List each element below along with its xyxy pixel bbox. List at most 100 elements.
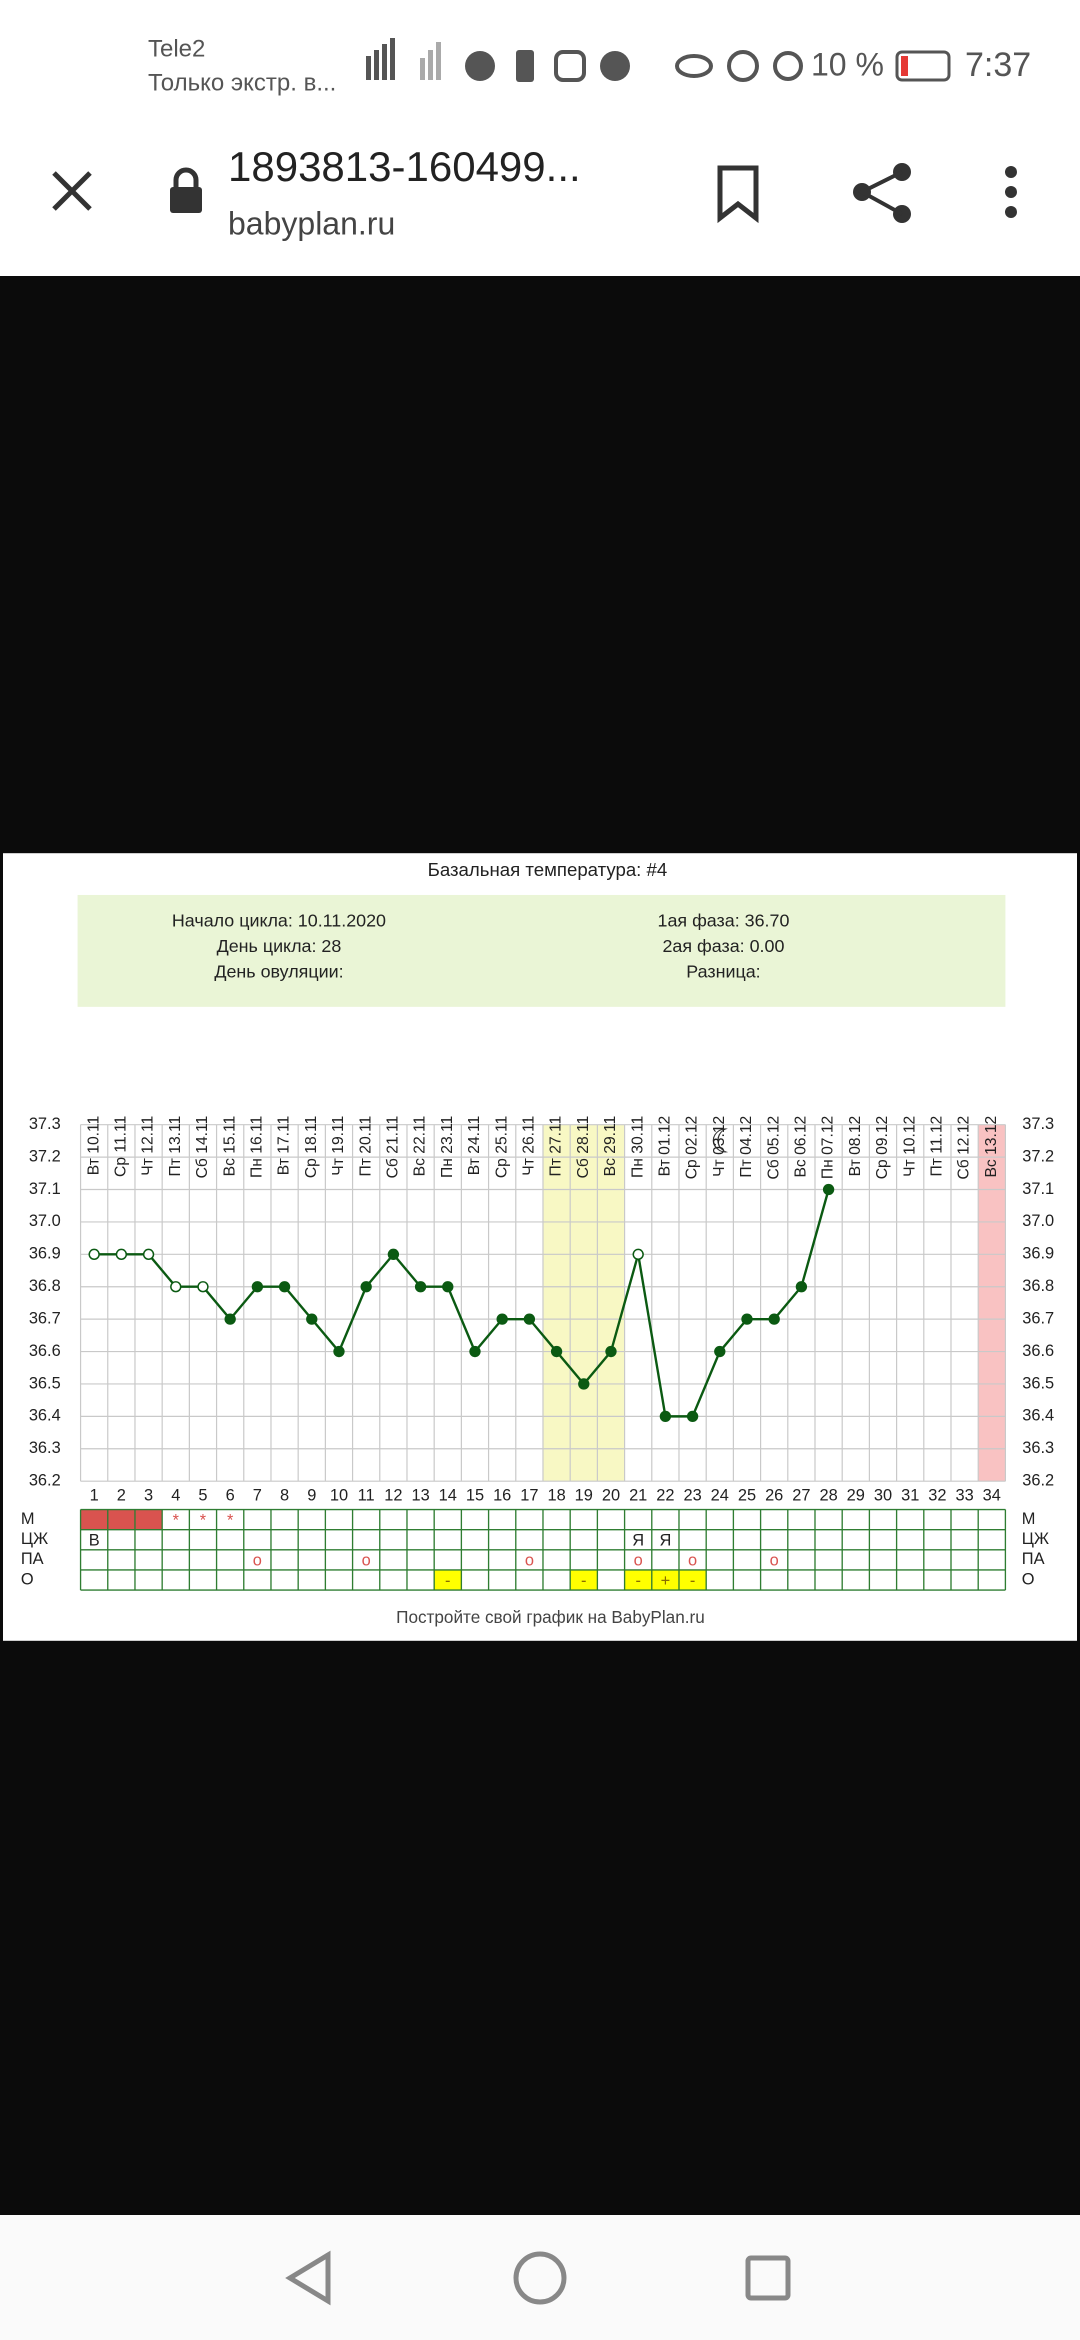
x-day-label: 8: [280, 1486, 289, 1504]
row-label-right: ЦЖ: [1022, 1530, 1049, 1548]
x-day-label: 34: [983, 1486, 1001, 1504]
x-date-label: Сб 21.11: [385, 1116, 402, 1179]
top-bar-bg: [0, 0, 1080, 276]
info-line: Разница:: [686, 961, 760, 981]
info-line: День цикла: 28: [217, 936, 342, 956]
x-date-label: Пт 20.11: [357, 1116, 374, 1177]
x-date-label: Сб 14.11: [194, 1116, 211, 1179]
table-cell: *: [200, 1511, 207, 1529]
temperature-point: [251, 1281, 264, 1293]
x-day-label: 7: [253, 1486, 262, 1504]
x-day-label: 3: [144, 1486, 153, 1504]
x-day-label: 19: [575, 1486, 593, 1504]
info-line: 2ая фаза: 0.00: [662, 936, 784, 956]
share-button[interactable]: [853, 163, 911, 223]
temperature-point: [197, 1281, 209, 1293]
temperature-point: [659, 1410, 672, 1423]
x-date-label: Ср 25.11: [493, 1116, 510, 1178]
info-line: Начало цикла: 10.11.2020: [172, 911, 386, 931]
x-date-label: Пт 04.12: [738, 1116, 755, 1178]
temperature-point: [550, 1345, 563, 1358]
x-day-label: 6: [226, 1486, 235, 1504]
bookmark-button[interactable]: [717, 165, 759, 224]
temperature-point: [360, 1281, 372, 1293]
x-day-label: 29: [847, 1486, 865, 1504]
x-day-label: 17: [520, 1486, 538, 1504]
menu-button[interactable]: [1005, 166, 1017, 218]
table-fill: [80, 1509, 108, 1530]
y-tick-label-right: 36.8: [1022, 1277, 1054, 1295]
temperature-point: [115, 1248, 128, 1260]
x-date-label: Вт 17.11: [276, 1116, 293, 1175]
temperature-point: [333, 1345, 345, 1358]
y-tick-label-right: 36.2: [1022, 1472, 1054, 1490]
y-tick-label-right: 36.3: [1022, 1439, 1054, 1457]
y-tick-label-right: 36.5: [1022, 1374, 1054, 1392]
y-tick-label-right: 36.6: [1022, 1342, 1054, 1360]
x-date-label: Сб 12.12: [956, 1116, 973, 1180]
temperature-point: [170, 1281, 182, 1293]
x-day-label: 14: [439, 1486, 457, 1504]
chart-title: Базальная температура: #4: [428, 859, 668, 880]
y-tick-label-right: 36.9: [1022, 1245, 1054, 1263]
nav-recent[interactable]: [745, 2255, 791, 2301]
x-date-label: Чт 26.11: [521, 1116, 538, 1176]
page-domain[interactable]: babyplan.ru: [228, 205, 395, 241]
table-cell: -: [581, 1572, 586, 1590]
x-date-label: Чт 12.11: [140, 1116, 157, 1176]
temperature-point: [224, 1313, 236, 1325]
carrier: Tele2: [148, 35, 205, 62]
y-tick-label: 36.4: [29, 1407, 61, 1425]
x-date-label: Пн 23.11: [439, 1116, 456, 1178]
x-date-label: Сб 28.11: [575, 1116, 592, 1179]
page-title[interactable]: 1893813-160499...: [228, 143, 581, 190]
row-label-right: ПА: [1022, 1550, 1045, 1568]
x-day-label: 21: [629, 1486, 647, 1504]
y-tick-label: 36.6: [29, 1342, 61, 1360]
status-icons: [366, 38, 951, 82]
x-day-label: 27: [792, 1486, 810, 1504]
table-cell: +: [661, 1572, 671, 1590]
table-cell: o: [770, 1552, 779, 1570]
close-button[interactable]: [52, 171, 92, 211]
clock: 7:37: [965, 46, 1031, 84]
x-day-label: 22: [656, 1486, 674, 1504]
row-label-right: М: [1022, 1510, 1036, 1528]
nav-home[interactable]: [513, 2251, 567, 2305]
temperature-point: [686, 1410, 699, 1423]
x-date-label: Вс 22.11: [412, 1116, 429, 1177]
x-day-label: 23: [683, 1486, 701, 1504]
x-day-label: 16: [493, 1486, 511, 1504]
table-cell: o: [525, 1552, 534, 1570]
x-day-label: 4: [171, 1486, 180, 1504]
x-day-label: 18: [547, 1486, 565, 1504]
table-cell: Я: [659, 1532, 671, 1550]
temperature-line: [94, 1189, 830, 1418]
row-label: ПА: [21, 1550, 44, 1568]
table-cell: *: [173, 1511, 180, 1529]
temperature-point: [714, 1345, 726, 1358]
x-day-label: 33: [955, 1486, 973, 1504]
y-tick-label: 36.5: [29, 1374, 61, 1392]
y-tick-label-right: 37.0: [1022, 1212, 1054, 1230]
x-date-label: Ср 02.12: [684, 1116, 701, 1180]
y-tick-label: 36.2: [29, 1472, 61, 1490]
temperature-point: [387, 1248, 400, 1260]
table-fill: [134, 1509, 163, 1530]
temperature-point: [795, 1281, 808, 1293]
moon-icon: ☾: [710, 1123, 739, 1160]
info-line: 1ая фаза: 36.70: [658, 911, 790, 931]
table-cell: -: [690, 1572, 695, 1590]
y-tick-label: 36.7: [29, 1309, 61, 1327]
x-date-label: Вс 06.12: [793, 1116, 810, 1178]
table-cell: o: [634, 1552, 643, 1570]
table-fill: [570, 1569, 598, 1591]
nav-back[interactable]: [285, 2250, 331, 2306]
table-fill: [107, 1509, 135, 1530]
lock-icon: [170, 167, 202, 213]
row-label-right: О: [1022, 1570, 1035, 1588]
y-tick-label-right: 36.7: [1022, 1309, 1054, 1327]
x-date-label: Вс 13.12: [983, 1116, 1000, 1178]
table-cell: *: [227, 1511, 234, 1529]
